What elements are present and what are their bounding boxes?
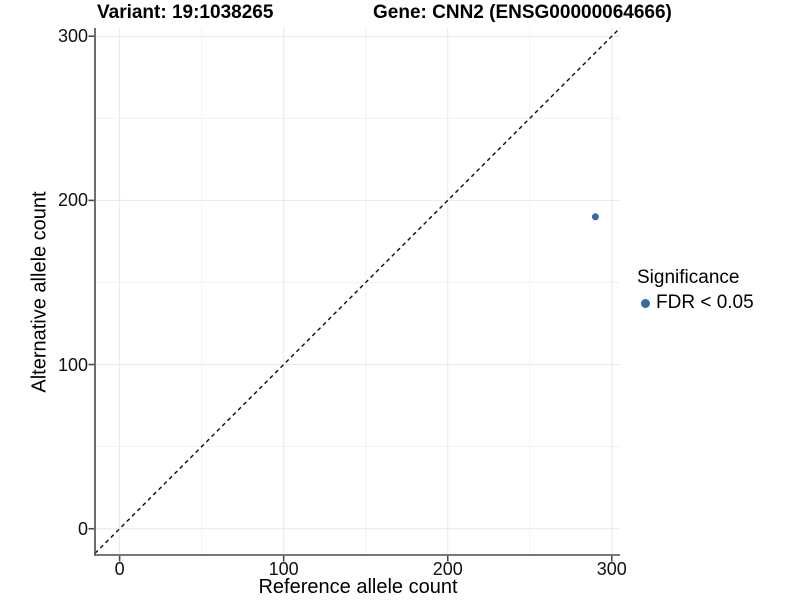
legend-marker-circle-icon <box>641 298 650 308</box>
legend: Significance FDR < 0.05 <box>637 266 754 314</box>
y-tick-label: 300 <box>57 26 88 47</box>
x-axis-title: Reference allele count <box>258 576 458 598</box>
legend-item: FDR < 0.05 <box>637 292 754 314</box>
legend-title: Significance <box>637 267 740 288</box>
plot-title-variant: Variant: 19:1038265 <box>97 2 274 23</box>
x-tick-label: 300 <box>596 559 627 579</box>
plot-title-gene: Gene: CNN2 (ENSG00000064666) <box>373 2 672 23</box>
y-tick-label: 200 <box>57 190 88 211</box>
y-tick-label: 0 <box>77 518 88 539</box>
x-tick-label: 100 <box>268 559 299 579</box>
legend-item-label: FDR < 0.05 <box>656 292 754 313</box>
data-point <box>591 213 599 221</box>
x-tick-label: 200 <box>432 559 463 579</box>
legend-items: FDR < 0.05 <box>637 292 754 314</box>
y-tick-label: 100 <box>57 354 88 375</box>
identity-reference-line <box>94 27 621 554</box>
x-tick-label: 0 <box>114 559 125 579</box>
